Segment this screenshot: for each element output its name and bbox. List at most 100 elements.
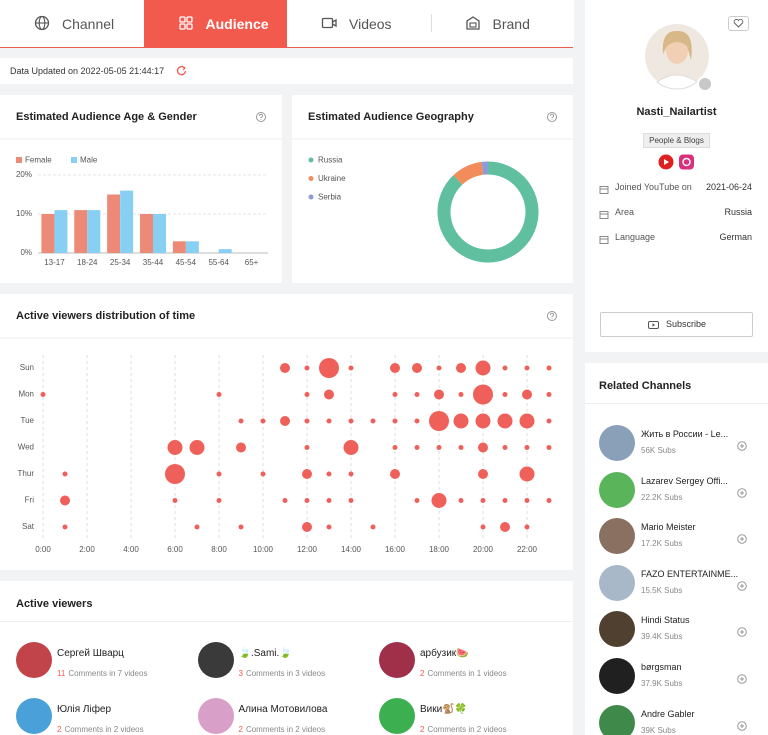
bubble	[480, 498, 486, 503]
x-tick-label: 25-34	[110, 258, 131, 267]
x-tick-label: 65+	[245, 258, 259, 267]
tab-label: Brand	[492, 16, 530, 32]
channel-name: Nasti_Nailartist	[636, 106, 717, 118]
bar	[153, 214, 166, 253]
bubble	[414, 392, 420, 397]
bar	[218, 249, 232, 253]
bar	[120, 190, 134, 253]
bubble	[236, 442, 246, 453]
add-button[interactable]	[737, 718, 747, 731]
related-item[interactable]: Andre Gabler 39K Subs	[585, 703, 768, 735]
comment-text: Comments in 7 videos	[68, 669, 148, 678]
bubble	[304, 392, 310, 397]
y-tick-label: Wed	[18, 443, 34, 452]
info-label: Joined YouTube on	[615, 182, 692, 192]
channel-name: FAZO ENTERTAINME...	[641, 568, 739, 579]
bubble	[519, 466, 535, 482]
tab[interactable]: Brand	[430, 0, 574, 47]
related-item[interactable]: Hindi Status 39.4K Subs	[585, 609, 768, 649]
avatar	[645, 24, 713, 92]
category-wrap: People & Blogs	[585, 130, 768, 148]
tab-icon	[34, 15, 50, 31]
y-tick-label: Sat	[22, 522, 35, 531]
bubble	[524, 445, 530, 450]
bubble	[500, 522, 510, 532]
channel-subs: 22.2K Subs	[641, 492, 683, 502]
help-icon	[547, 112, 557, 122]
tab[interactable]: Channel	[0, 0, 144, 47]
favorite-button[interactable]	[728, 16, 749, 31]
tab-icon	[321, 15, 337, 31]
bubble	[414, 418, 420, 424]
bubble	[453, 413, 469, 429]
viewer-name: 🍃.Sami.🍃	[238, 648, 292, 659]
bubble	[414, 498, 420, 503]
x-tick-label: 20:00	[473, 545, 494, 554]
channel-subs: 15.5K Subs	[641, 585, 683, 595]
bubble	[260, 418, 266, 424]
bar	[185, 241, 199, 253]
profile-card: Nasti_Nailartist People & Blogs Subscrib…	[585, 0, 768, 352]
y-tick-label: Sun	[20, 363, 34, 372]
tab-label: Audience	[205, 16, 269, 32]
comment-count: 2	[238, 725, 243, 734]
tab[interactable]: Videos	[287, 0, 431, 47]
add-button[interactable]	[737, 671, 747, 684]
viewer-avatar	[16, 698, 52, 734]
bubble	[280, 416, 290, 426]
add-button[interactable]	[737, 531, 747, 544]
comment-text: Comments in 2 videos	[245, 725, 326, 734]
bubble	[412, 363, 422, 373]
tab-label: Channel	[62, 16, 115, 32]
subscribe-button[interactable]: Subscribe	[600, 312, 753, 337]
refresh-icon[interactable]	[176, 65, 187, 76]
bubble	[326, 471, 332, 477]
bubble	[302, 469, 312, 479]
viewer-stats: 11 Comments in 7 videos	[57, 669, 147, 678]
x-tick-label: 35-44	[143, 258, 164, 267]
bubble	[502, 498, 508, 503]
y-tick-label: 0%	[20, 248, 32, 257]
add-button[interactable]	[737, 438, 747, 451]
related-item[interactable]: børgsman 37.9K Subs	[585, 656, 768, 696]
info-label: Language	[615, 232, 656, 242]
x-tick-label: 18:00	[429, 545, 450, 554]
x-tick-label: 6:00	[167, 545, 183, 554]
bubble	[390, 469, 400, 479]
legend-swatch	[71, 157, 77, 163]
divider	[0, 621, 573, 622]
bubble	[348, 418, 354, 424]
channel-avatar	[599, 425, 635, 461]
bubble	[343, 440, 359, 455]
channel-avatar	[599, 518, 635, 555]
bubble	[475, 360, 491, 376]
legend-label: Female	[25, 156, 52, 165]
help-icon	[256, 112, 266, 122]
related-item[interactable]: Mario Meister 17.2K Subs	[585, 516, 768, 556]
channel-name: Hindi Status	[641, 615, 690, 626]
category-tag: People & Blogs	[643, 133, 710, 148]
bubble	[319, 358, 339, 378]
subscribe-label: Subscribe	[666, 319, 707, 329]
viewer-stats: 2 Comments in 2 videos	[239, 725, 326, 734]
bubble	[304, 365, 310, 371]
related-item[interactable]: Lazarev Sergey Offi... 22.2K Subs	[585, 470, 768, 510]
help-mark	[550, 113, 555, 120]
related-item[interactable]: Жить в России - Le... 56K Subs	[585, 423, 768, 463]
legend-label: Ukraine	[318, 174, 346, 183]
add-button[interactable]	[737, 485, 747, 498]
x-tick-label: 8:00	[211, 545, 227, 554]
add-button[interactable]	[737, 624, 747, 638]
channel-subs: 37.9K Subs	[641, 679, 683, 688]
add-button[interactable]	[737, 578, 747, 591]
tab[interactable]: Audience	[143, 0, 287, 47]
x-tick-label: 2:00	[79, 545, 95, 554]
info-icon	[599, 207, 609, 219]
bar	[54, 210, 68, 253]
legend-dot	[308, 157, 314, 163]
related-item[interactable]: FAZO ENTERTAINME... 15.5K Subs	[585, 563, 768, 603]
donut-segment	[453, 161, 484, 185]
channel-name: Lazarev Sergey Offi...	[641, 475, 728, 486]
comment-count: 2	[420, 669, 425, 678]
bubble	[546, 365, 552, 371]
